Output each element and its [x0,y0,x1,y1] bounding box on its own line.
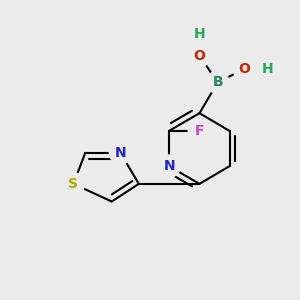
Text: H: H [262,62,274,76]
Circle shape [110,142,132,164]
Text: O: O [194,49,206,63]
Circle shape [188,120,211,142]
Text: O: O [238,62,250,76]
Text: H: H [194,27,205,41]
Text: B: B [212,75,223,89]
Text: S: S [68,177,78,191]
Circle shape [188,22,211,45]
Text: F: F [195,124,204,138]
Circle shape [188,45,211,67]
Circle shape [233,58,255,80]
Circle shape [158,155,180,177]
Circle shape [206,71,229,94]
Text: N: N [115,146,126,160]
Circle shape [62,173,85,195]
Circle shape [256,58,279,80]
Text: N: N [163,159,175,173]
